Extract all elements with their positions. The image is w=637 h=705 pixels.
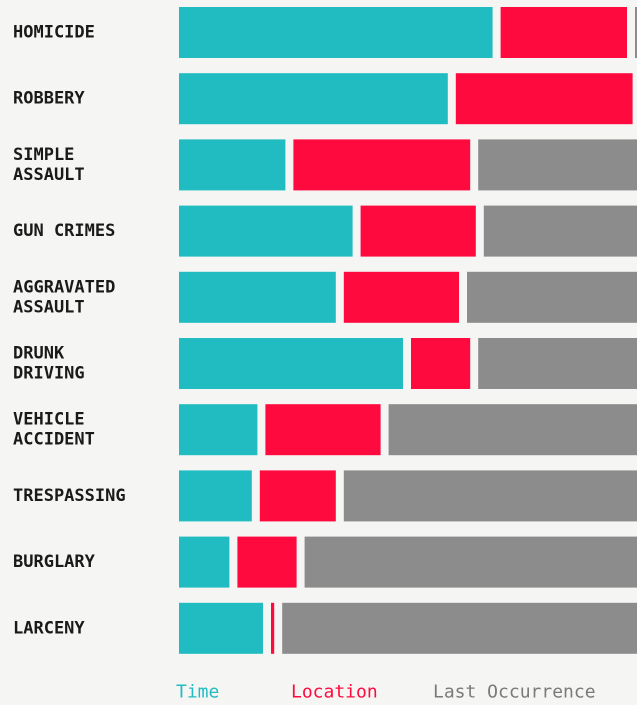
- category-label-robbery: ROBBERY: [13, 89, 85, 109]
- legend: Time Location Last Occurrence: [176, 682, 596, 703]
- category-label-simple-assault: SIMPLE ASSAULT: [13, 145, 85, 185]
- legend-last-occurrence: Last Occurrence: [433, 682, 596, 703]
- bar-gun-crimes-last-occurrence: [483, 205, 637, 257]
- bar-simple-assault-time: [179, 139, 286, 191]
- category-label-trespassing: TRESPASSING: [13, 486, 126, 506]
- category-label-gun-crimes: GUN CRIMES: [13, 221, 115, 241]
- bar-simple-assault-last-occurrence: [478, 139, 637, 191]
- bar-trespassing-time: [179, 470, 252, 522]
- category-label-line: HOMICIDE: [13, 23, 95, 43]
- category-label-aggravated-assault: AGGRAVATED ASSAULT: [13, 277, 115, 317]
- bars: [179, 7, 637, 654]
- bar-larceny-location: [271, 602, 275, 654]
- legend-time: Time: [176, 682, 219, 703]
- bar-drunk-driving-last-occurrence: [478, 338, 637, 389]
- bar-burglary-location: [237, 536, 297, 588]
- category-label-line: ROBBERY: [13, 89, 85, 109]
- bar-drunk-driving-location: [411, 338, 471, 389]
- category-label-burglary: BURGLARY: [13, 552, 96, 572]
- bar-simple-assault-location: [293, 139, 471, 191]
- bar-aggravated-assault-time: [179, 271, 336, 323]
- bar-trespassing-location: [259, 470, 336, 522]
- category-label-line: ASSAULT: [13, 297, 85, 317]
- bar-larceny-last-occurrence: [282, 602, 637, 654]
- category-label-line: LARCENY: [13, 618, 85, 638]
- category-label-homicide: HOMICIDE: [13, 23, 95, 43]
- bar-larceny-time: [179, 602, 263, 654]
- bar-burglary-last-occurrence: [304, 536, 637, 588]
- bar-vehicle-accident-last-occurrence: [388, 404, 637, 456]
- legend-location: Location: [291, 682, 378, 703]
- category-label-line: TRESPASSING: [13, 486, 126, 506]
- bar-robbery-location: [455, 73, 633, 125]
- bar-vehicle-accident-time: [179, 404, 258, 456]
- category-label-line: VEHICLE: [13, 410, 85, 430]
- bar-aggravated-assault-last-occurrence: [467, 271, 637, 323]
- bar-robbery-time: [179, 73, 448, 125]
- category-label-line: DRUNK: [13, 344, 65, 364]
- category-label-line: DRIVING: [13, 364, 85, 384]
- category-label-larceny: LARCENY: [13, 618, 85, 638]
- category-label-line: ASSAULT: [13, 165, 85, 185]
- category-label-vehicle-accident: VEHICLE ACCIDENT: [13, 410, 95, 450]
- category-label-line: GUN CRIMES: [13, 221, 115, 241]
- bar-trespassing-last-occurrence: [343, 470, 637, 522]
- bar-burglary-time: [179, 536, 230, 588]
- bar-gun-crimes-location: [360, 205, 476, 257]
- bar-homicide-location: [500, 7, 627, 58]
- bar-aggravated-assault-location: [343, 271, 459, 323]
- bar-homicide-last-occurrence: [635, 7, 637, 58]
- category-label-drunk-driving: DRUNK DRIVING: [13, 344, 85, 384]
- bar-vehicle-accident-location: [265, 404, 381, 456]
- bar-gun-crimes-time: [179, 205, 353, 257]
- category-label-line: SIMPLE: [13, 145, 74, 165]
- category-label-line: ACCIDENT: [13, 430, 95, 450]
- category-label-line: BURGLARY: [13, 552, 96, 572]
- bar-drunk-driving-time: [179, 338, 403, 389]
- category-label-line: AGGRAVATED: [13, 277, 115, 297]
- bar-homicide-time: [179, 7, 493, 58]
